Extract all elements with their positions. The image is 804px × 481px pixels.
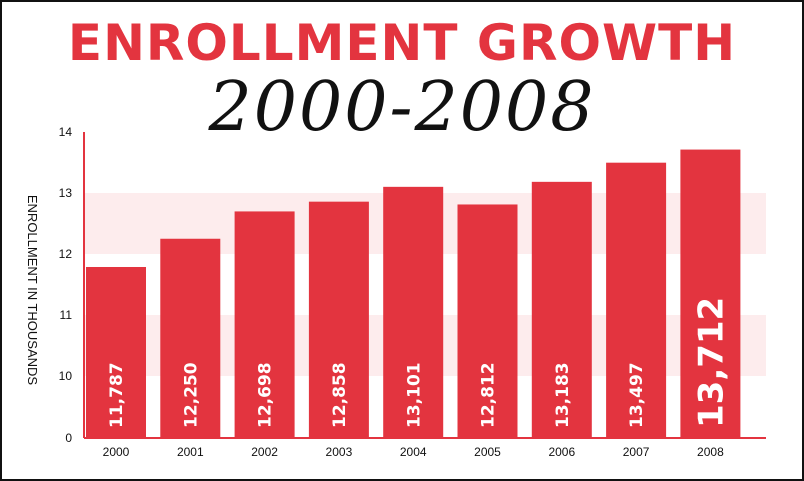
bar-labels: 11,787 12,250 12,698 12,858 13,101 12,812 13,1… bbox=[107, 297, 732, 428]
x-tick-label: 2006 bbox=[548, 445, 575, 459]
x-tick-label: 2001 bbox=[177, 445, 204, 459]
bar-data-label: 13,712 bbox=[692, 297, 732, 428]
bar bbox=[160, 238, 221, 438]
y-tick-label: 0 bbox=[65, 431, 72, 445]
x-tick-label: 2003 bbox=[326, 445, 353, 459]
bar-data-label: 13,497 bbox=[627, 362, 647, 428]
x-tick-label: 2002 bbox=[251, 445, 278, 459]
bar bbox=[457, 204, 518, 438]
x-tick-label: 2005 bbox=[474, 445, 501, 459]
bar bbox=[86, 266, 146, 438]
bar bbox=[606, 162, 667, 439]
chart-subtitle: 2000-2008 bbox=[208, 68, 596, 147]
x-tick-label: 2004 bbox=[400, 445, 427, 459]
x-tick-label: 2007 bbox=[623, 445, 650, 459]
chart-title: ENROLLMENT GROWTH bbox=[67, 14, 737, 72]
y-tick-label: 13 bbox=[59, 186, 73, 200]
bar-data-label: 13,101 bbox=[404, 362, 424, 428]
bar-data-label: 11,787 bbox=[107, 362, 127, 428]
bar bbox=[680, 149, 741, 438]
y-tick-label: 14 bbox=[59, 125, 73, 139]
y-axis-ticks: 0 10 11 12 13 14 bbox=[59, 125, 73, 445]
x-tick-label: 2000 bbox=[103, 445, 130, 459]
bar bbox=[308, 201, 369, 438]
y-tick-label: 12 bbox=[59, 247, 73, 261]
y-tick-label: 10 bbox=[59, 369, 73, 383]
x-axis-ticks: 2000 2001 2002 2003 2004 2005 2006 2007 2008 bbox=[103, 445, 724, 459]
bar-data-label: 12,698 bbox=[256, 362, 276, 428]
bar-data-label: 12,858 bbox=[330, 362, 350, 428]
bar bbox=[234, 211, 295, 438]
y-tick-label: 11 bbox=[60, 308, 73, 322]
bar-data-label: 13,183 bbox=[553, 362, 573, 428]
bar bbox=[531, 181, 592, 438]
bar-data-label: 12,812 bbox=[479, 362, 499, 428]
bars bbox=[86, 149, 741, 439]
bar-data-label: 12,250 bbox=[181, 362, 201, 428]
bar bbox=[383, 186, 444, 438]
x-tick-label: 2008 bbox=[697, 445, 724, 459]
